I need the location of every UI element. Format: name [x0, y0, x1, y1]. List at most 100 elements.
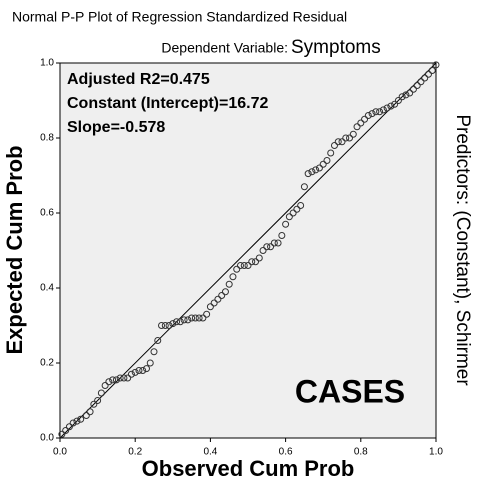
- point: [417, 78, 425, 86]
- point: [267, 243, 275, 251]
- point: [240, 262, 248, 269]
- point: [135, 367, 143, 374]
- point: [372, 108, 380, 116]
- point: [255, 254, 263, 262]
- point: [394, 97, 402, 104]
- annotation: Adjusted R2=0.475: [67, 71, 210, 88]
- point: [353, 123, 361, 131]
- side-label: Predictors: (Constant), Schirmer: [452, 114, 473, 386]
- point: [112, 376, 120, 384]
- point: [69, 419, 77, 427]
- point: [65, 423, 73, 431]
- point: [199, 314, 207, 322]
- point: [105, 378, 113, 386]
- point: [180, 316, 188, 324]
- point: [173, 318, 181, 326]
- point: [361, 115, 369, 123]
- point: [86, 408, 94, 416]
- point: [236, 262, 244, 269]
- point: [146, 359, 154, 367]
- point: [225, 280, 233, 288]
- point: [176, 318, 184, 326]
- point: [62, 427, 70, 434]
- point: [203, 310, 211, 318]
- y-tick-label: 0.4: [40, 283, 54, 294]
- point: [218, 292, 226, 299]
- point: [188, 314, 196, 322]
- annotation: Slope=-0.578: [67, 119, 165, 136]
- point: [304, 170, 312, 178]
- point: [406, 89, 414, 97]
- point: [120, 374, 128, 382]
- point: [131, 368, 139, 376]
- y-tick-label: 1.0: [40, 58, 54, 69]
- point: [58, 430, 66, 438]
- y-tick-label: 0.8: [40, 133, 54, 144]
- point: [376, 108, 384, 116]
- chart-title: Normal P-P Plot of Regression Standardiz…: [12, 9, 347, 25]
- y-tick-label: 0.2: [40, 358, 54, 369]
- point: [297, 202, 305, 209]
- point: [289, 209, 297, 217]
- x-tick-label: 0.8: [354, 447, 368, 458]
- point: [308, 168, 316, 176]
- point: [127, 370, 135, 378]
- point: [383, 104, 391, 112]
- point: [413, 82, 421, 89]
- subtitle-prefix: Dependent Variable:: [161, 40, 288, 56]
- x-tick-label: 0.2: [128, 447, 142, 458]
- point: [312, 166, 320, 174]
- point: [293, 205, 301, 213]
- point: [82, 412, 90, 419]
- point: [184, 316, 192, 324]
- point: [402, 91, 410, 99]
- point: [285, 213, 293, 221]
- point: [424, 70, 432, 78]
- point: [263, 243, 271, 251]
- point: [387, 102, 395, 110]
- point: [195, 314, 203, 322]
- x-tick-label: 0.4: [203, 447, 217, 458]
- point: [432, 61, 440, 69]
- point: [278, 232, 286, 239]
- point: [323, 157, 331, 164]
- point: [90, 400, 98, 408]
- y-axis-label: Expected Cum Prob: [2, 145, 27, 354]
- x-axis-label: Observed Cum Prob: [142, 456, 355, 481]
- point: [409, 85, 417, 93]
- point: [327, 149, 335, 157]
- point: [421, 74, 429, 82]
- point: [109, 376, 117, 384]
- watermark: CASES: [295, 373, 405, 409]
- point: [73, 417, 81, 425]
- point: [379, 106, 387, 114]
- point: [161, 322, 169, 329]
- point: [342, 134, 350, 142]
- point: [252, 258, 260, 266]
- point: [150, 348, 158, 356]
- point: [77, 415, 85, 423]
- point: [101, 382, 109, 389]
- point: [270, 239, 278, 247]
- point: [191, 314, 199, 322]
- point: [315, 164, 323, 172]
- y-tick-label: 0.0: [40, 433, 54, 444]
- point: [357, 119, 365, 127]
- point: [116, 374, 124, 382]
- point: [210, 299, 218, 307]
- point: [330, 142, 338, 149]
- point: [97, 389, 105, 397]
- point: [282, 220, 290, 228]
- point: [300, 183, 308, 191]
- point: [221, 288, 229, 296]
- point: [158, 322, 166, 329]
- y-tick-label: 0.6: [40, 208, 54, 219]
- point: [346, 134, 354, 142]
- point: [214, 295, 222, 303]
- x-tick-label: 0.0: [53, 447, 67, 458]
- point: [319, 160, 327, 168]
- point: [124, 374, 132, 382]
- point: [259, 247, 267, 254]
- subtitle: Symptoms: [291, 37, 381, 58]
